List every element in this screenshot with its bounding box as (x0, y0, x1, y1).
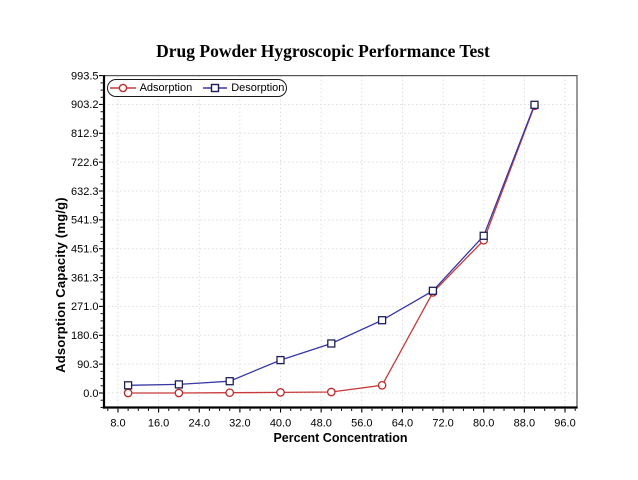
svg-text:722.6: 722.6 (71, 157, 99, 169)
svg-text:271.0: 271.0 (71, 301, 99, 313)
desorption-line-square-icon (203, 83, 228, 93)
svg-text:72.0: 72.0 (432, 418, 453, 430)
svg-text:180.6: 180.6 (71, 330, 99, 342)
svg-text:541.9: 541.9 (71, 215, 99, 227)
axis-lines (102, 75, 578, 409)
svg-text:451.6: 451.6 (71, 244, 99, 256)
svg-text:24.0: 24.0 (189, 418, 210, 430)
legend-item-desorption: Desorption (203, 82, 284, 94)
legend-label-adsorption: Adsorption (139, 82, 193, 94)
svg-text:8.0: 8.0 (110, 418, 125, 430)
svg-text:993.5: 993.5 (71, 70, 99, 82)
svg-text:96.0: 96.0 (554, 418, 575, 430)
minor-tick-marks (100, 82, 576, 411)
series-markers-desorption (123, 100, 539, 390)
svg-text:80.0: 80.0 (473, 418, 494, 430)
tick-marks (99, 75, 566, 413)
svg-text:812.9: 812.9 (71, 128, 99, 140)
svg-text:632.3: 632.3 (71, 186, 99, 198)
svg-text:56.0: 56.0 (351, 418, 372, 430)
gridlines (104, 75, 577, 408)
svg-text:88.0: 88.0 (514, 418, 535, 430)
svg-text:90.3: 90.3 (77, 359, 98, 371)
svg-text:16.0: 16.0 (148, 418, 169, 430)
adsorption-line-circle-icon (109, 83, 136, 93)
svg-text:361.3: 361.3 (71, 272, 99, 284)
legend-item-adsorption: Adsorption (109, 82, 193, 94)
svg-text:0.0: 0.0 (83, 388, 98, 400)
chart-title: Drug Powder Hygroscopic Performance Test (156, 41, 490, 61)
svg-text:64.0: 64.0 (392, 418, 413, 430)
svg-text:32.0: 32.0 (229, 418, 250, 430)
svg-text:48.0: 48.0 (310, 418, 331, 430)
svg-text:40.0: 40.0 (270, 418, 291, 430)
x-axis-label: Percent Concentration (273, 431, 408, 445)
y-tick-labels: 0.0 90.3 180.6 271.0 361.3 451.6 541.9 632.3 722… (71, 70, 99, 399)
legend: Adsorption Desorption (107, 79, 287, 97)
x-tick-labels: 8.0 16.0 24.0 32.0 40.0 48.0 56.0 64.0 72.0 80.0 8… (110, 418, 575, 430)
legend-label-desorption: Desorption (231, 82, 285, 94)
svg-text:903.2: 903.2 (71, 99, 99, 111)
y-axis-label: Adsorption Capacity (mg/g) (53, 197, 68, 373)
plot-background (104, 75, 577, 408)
